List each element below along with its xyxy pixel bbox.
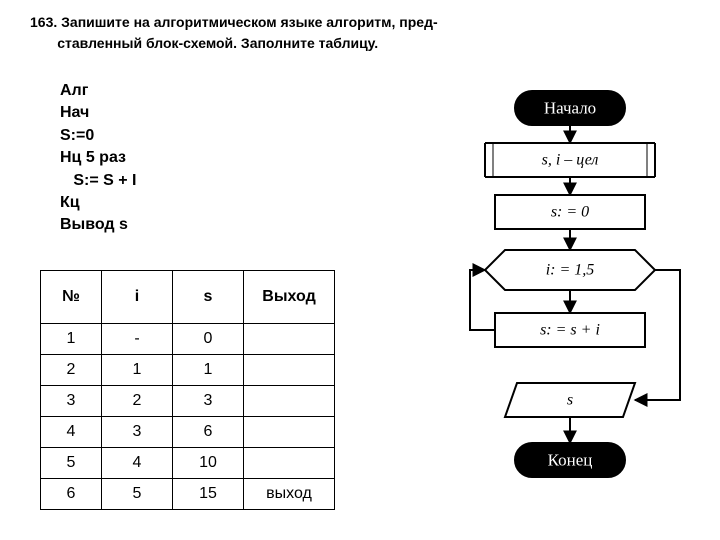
col-header-i: i — [102, 271, 173, 324]
svg-text:Конец: Конец — [548, 451, 593, 470]
table-row: 3 2 3 — [41, 386, 335, 417]
cell: 3 — [102, 417, 173, 448]
algo-line: Алг — [60, 82, 88, 99]
svg-text:s, i – цел: s, i – цел — [542, 152, 599, 169]
task-text-line1: Запишите на алгоритмическом языке алгори… — [61, 14, 438, 30]
cell: 4 — [102, 448, 173, 479]
table-row: 6 5 15 выход — [41, 479, 335, 510]
algo-line: Кц — [60, 194, 80, 211]
cell: 5 — [41, 448, 102, 479]
cell: 1 — [173, 355, 244, 386]
trace-table: № i s Выход 1 - 0 2 1 1 3 2 3 4 3 6 — [40, 270, 335, 510]
table-header-row: № i s Выход — [41, 271, 335, 324]
cell — [244, 355, 335, 386]
cell: 1 — [102, 355, 173, 386]
svg-text:s: = 0: s: = 0 — [551, 204, 589, 221]
svg-text:i: = 1,5: i: = 1,5 — [546, 262, 595, 279]
table-row: 5 4 10 — [41, 448, 335, 479]
svg-text:s: s — [567, 392, 573, 409]
algorithm-code: Алг Нач S:=0 Нц 5 раз S:= S + I Кц Вывод… — [60, 80, 136, 237]
cell: - — [102, 324, 173, 355]
cell: 4 — [41, 417, 102, 448]
cell: 6 — [173, 417, 244, 448]
cell: 3 — [41, 386, 102, 417]
algo-line: S:= S + I — [60, 172, 136, 189]
cell — [244, 324, 335, 355]
task-number: 163. — [30, 14, 57, 30]
cell: 15 — [173, 479, 244, 510]
task-text-line2: ставленный блок-схемой. Заполните таблиц… — [57, 35, 378, 51]
algo-line: Нц 5 раз — [60, 149, 126, 166]
cell: 5 — [102, 479, 173, 510]
cell: 2 — [41, 355, 102, 386]
cell: 3 — [173, 386, 244, 417]
flowchart: Начало s, i – цел s: = 0 i: = 1,5 s: = s + i… — [440, 70, 700, 510]
svg-text:Начало: Начало — [544, 99, 596, 118]
cell: выход — [244, 479, 335, 510]
cell: 2 — [102, 386, 173, 417]
table-row: 1 - 0 — [41, 324, 335, 355]
cell — [244, 448, 335, 479]
algo-line: Нач — [60, 104, 89, 121]
cell — [244, 417, 335, 448]
task-header: 163. Запишите на алгоритмическом языке а… — [30, 12, 690, 54]
cell — [244, 386, 335, 417]
algo-line: Вывод s — [60, 216, 128, 233]
col-header-n: № — [41, 271, 102, 324]
svg-text:s: = s + i: s: = s + i — [540, 322, 600, 339]
cell: 10 — [173, 448, 244, 479]
table-row: 2 1 1 — [41, 355, 335, 386]
table-row: 4 3 6 — [41, 417, 335, 448]
algo-line: S:=0 — [60, 127, 94, 144]
cell: 0 — [173, 324, 244, 355]
col-header-out: Выход — [244, 271, 335, 324]
cell: 1 — [41, 324, 102, 355]
col-header-s: s — [173, 271, 244, 324]
cell: 6 — [41, 479, 102, 510]
